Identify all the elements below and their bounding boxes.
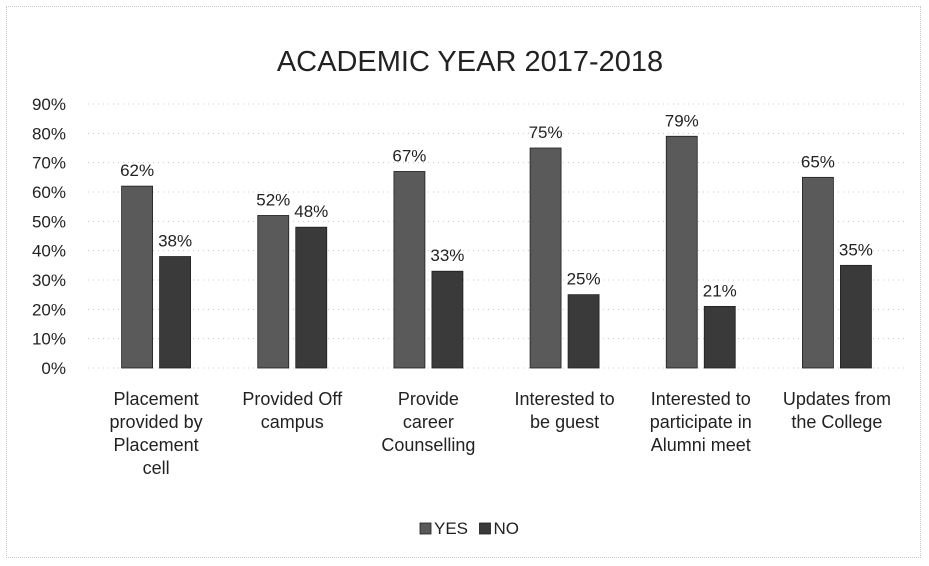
data-label: 65% <box>801 152 835 171</box>
data-label: 38% <box>158 232 192 251</box>
bar-yes-4 <box>665 135 698 369</box>
y-tick-label: 60% <box>32 183 66 202</box>
bar-yes-1 <box>257 215 290 369</box>
category-label: Updates from <box>783 389 891 409</box>
bar-yes-5 <box>802 176 834 369</box>
bar-no-4 <box>703 305 736 369</box>
data-label: 48% <box>294 202 328 221</box>
y-tick-label: 20% <box>32 300 66 319</box>
data-label: 67% <box>392 146 426 165</box>
y-tick-label: 30% <box>32 271 66 290</box>
category-label: Counselling <box>381 435 475 455</box>
y-tick-label: 0% <box>41 359 66 378</box>
data-label: 62% <box>120 161 154 180</box>
bar-no-0 <box>159 256 191 369</box>
category-label: Provided Off <box>242 389 343 409</box>
data-label: 35% <box>839 240 873 259</box>
legend-swatch-no <box>479 522 491 535</box>
chart-title: ACADEMIC YEAR 2017-2018 <box>277 46 663 78</box>
legend-label: YES <box>434 519 468 538</box>
category-label: Placement <box>114 389 199 409</box>
category-label: Alumni meet <box>651 435 751 455</box>
y-tick-label: 50% <box>32 212 66 231</box>
data-label: 79% <box>665 111 699 130</box>
data-label: 75% <box>529 123 563 142</box>
bar-yes-2 <box>393 171 426 369</box>
bar-no-3 <box>567 294 600 369</box>
category-label: cell <box>143 458 170 478</box>
y-tick-label: 90% <box>32 95 66 114</box>
data-label: 21% <box>703 281 737 300</box>
y-tick-label: 10% <box>32 330 66 349</box>
category-label: campus <box>261 412 324 432</box>
data-label: 52% <box>256 190 290 209</box>
category-label: career <box>403 412 454 432</box>
y-tick-label: 40% <box>32 242 66 261</box>
legend-label: NO <box>494 519 520 538</box>
data-label: 25% <box>567 270 601 289</box>
bar-yes-3 <box>529 147 562 369</box>
category-label: Placement <box>114 435 199 455</box>
bar-no-2 <box>431 270 464 369</box>
category-label: Interested to <box>515 389 615 409</box>
category-label: Interested to <box>651 389 751 409</box>
category-label: Provide <box>398 389 459 409</box>
category-label: the College <box>791 412 882 432</box>
legend-swatch-yes <box>419 522 432 535</box>
bar-no-5 <box>840 264 872 369</box>
data-label: 33% <box>430 246 464 265</box>
category-label: participate in <box>650 412 752 432</box>
bar-no-1 <box>295 226 328 369</box>
category-label: provided by <box>110 412 203 432</box>
y-tick-label: 70% <box>32 154 66 173</box>
category-label: be guest <box>530 412 599 432</box>
bar-yes-0 <box>121 185 153 369</box>
y-tick-label: 80% <box>32 124 66 143</box>
